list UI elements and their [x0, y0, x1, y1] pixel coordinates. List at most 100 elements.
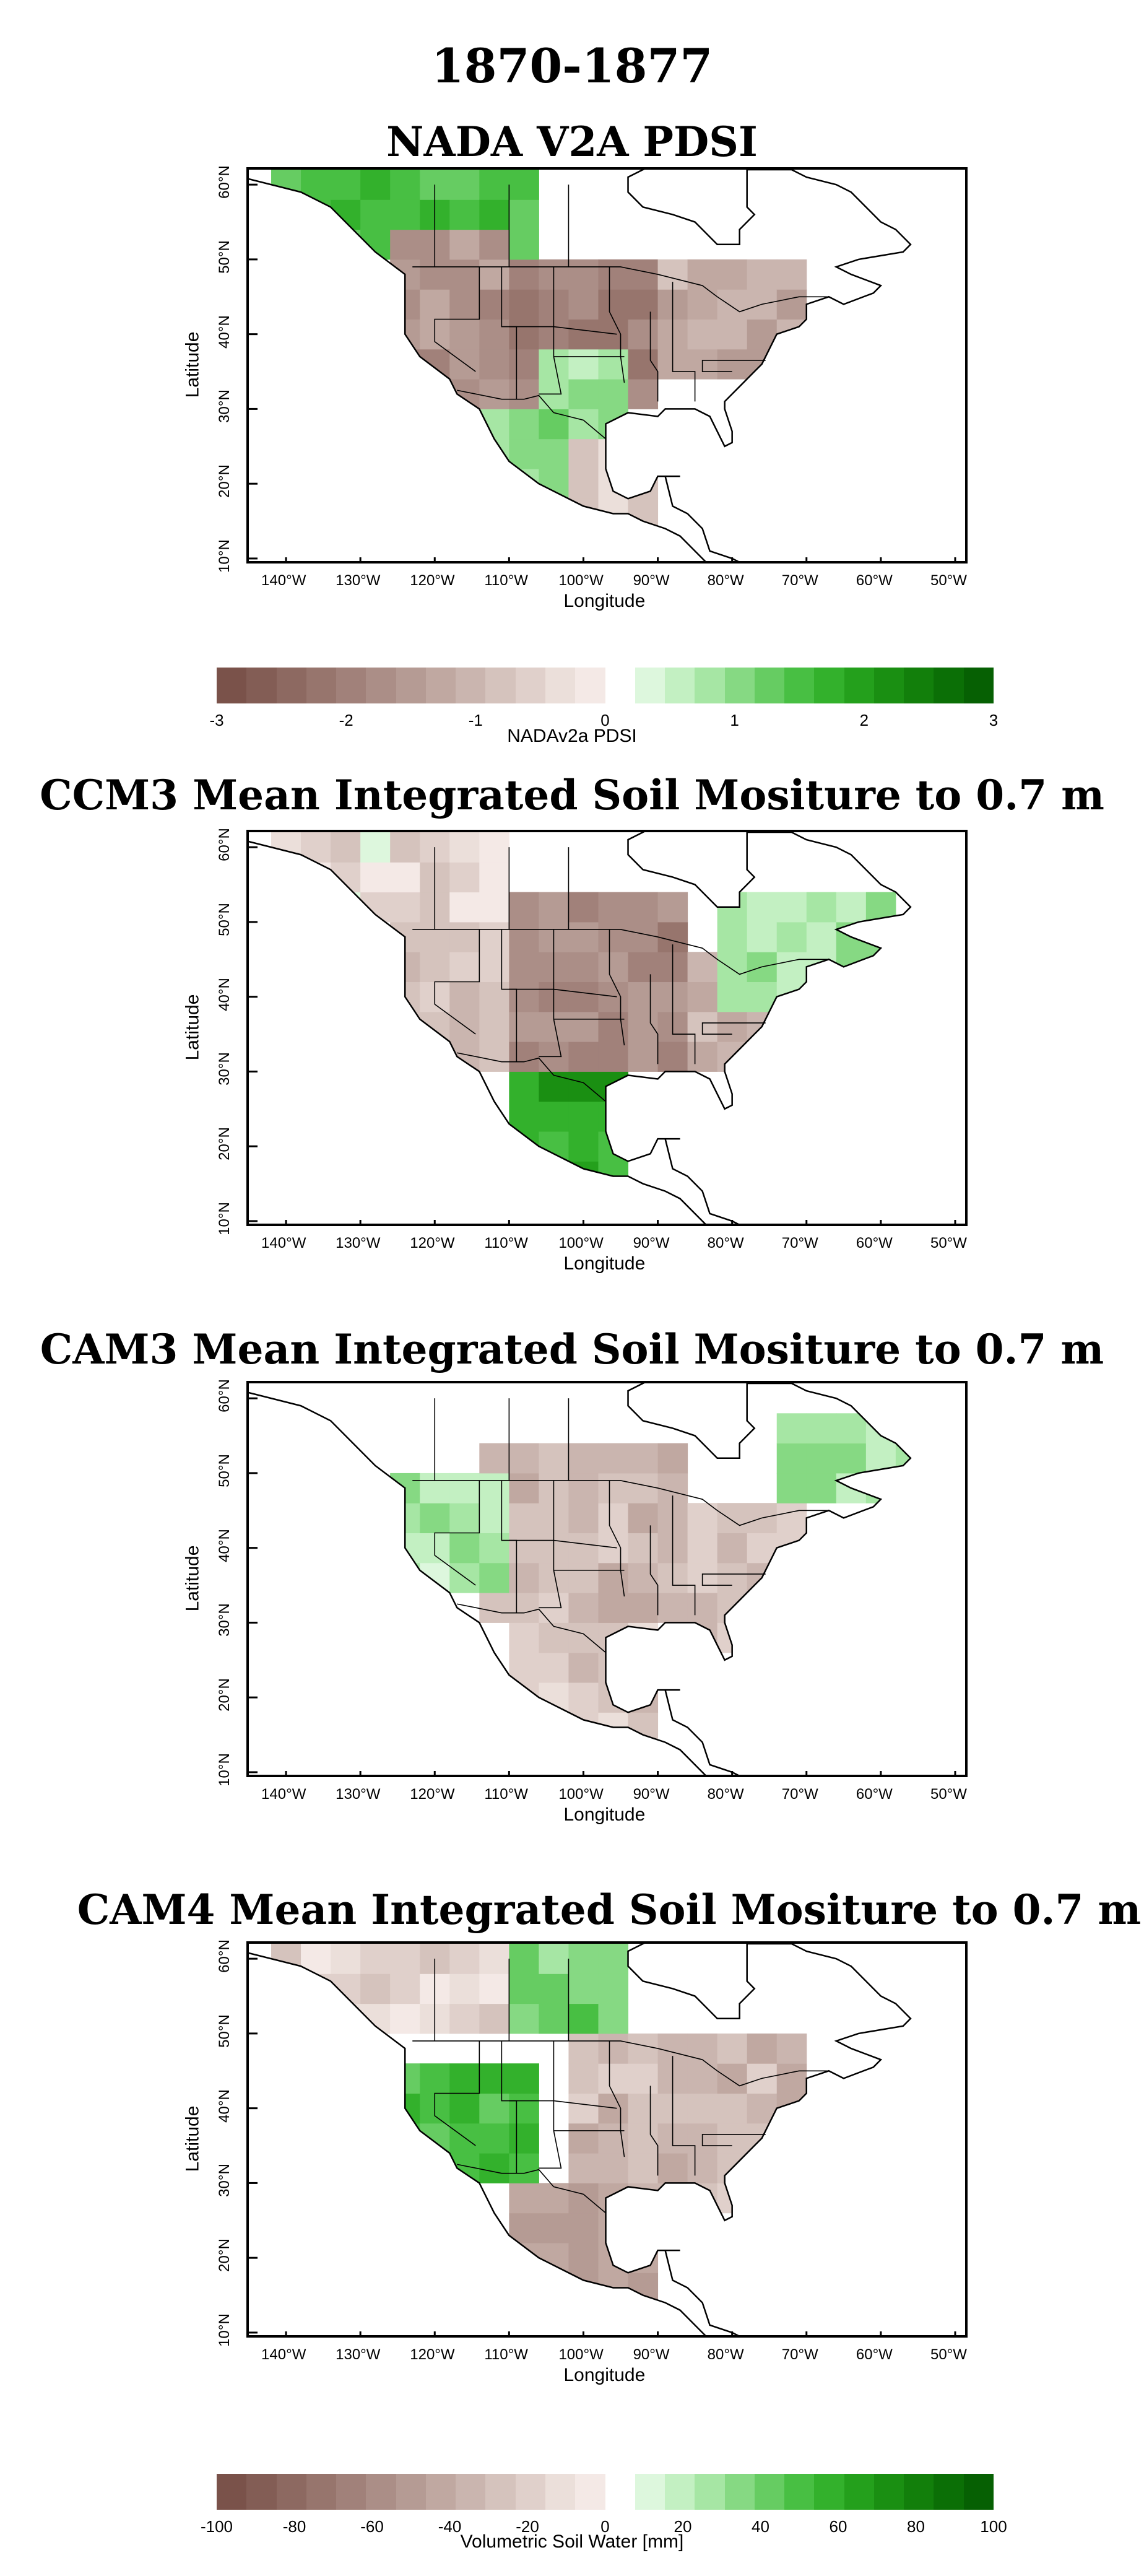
lon-tick-label: 130°W: [336, 1786, 381, 1803]
heatmap-cell: [568, 1042, 599, 1072]
panel-title: CAM3 Mean Integrated Soil Mositure to 0.…: [40, 1325, 1104, 1373]
lon-tick-label: 90°W: [633, 1235, 670, 1251]
heatmap-cell: [687, 952, 718, 983]
lat-tick-label: 10°N: [215, 2313, 233, 2347]
heatmap-cell: [598, 1562, 629, 1593]
lat-tick-label: 10°N: [215, 1753, 233, 1786]
map-svg: [249, 832, 956, 1224]
heatmap-cell: [598, 981, 629, 1012]
heatmap-cell: [628, 1443, 659, 1474]
political-border: [457, 2164, 607, 2214]
lon-tick-label: 130°W: [336, 572, 381, 589]
lat-tick-label: 60°N: [215, 828, 233, 861]
soil-colorbar: [217, 2474, 994, 2510]
heatmap-cell: [539, 2273, 569, 2304]
colorbar-cell: [336, 668, 366, 703]
heatmap-cell: [568, 2153, 599, 2183]
heatmap-cell: [598, 1944, 629, 1974]
lat-tick-label: 60°N: [215, 1939, 233, 1973]
heatmap-cell: [598, 1101, 629, 1132]
heatmap-cell: [449, 2003, 480, 2034]
heatmap-cell: [836, 1413, 867, 1444]
heatmap-cell: [539, 409, 569, 440]
heatmap-cell: [717, 289, 748, 320]
political-border: [609, 266, 625, 383]
heatmap-cell: [687, 981, 718, 1012]
heatmap-cell: [657, 2153, 688, 2183]
colorbar-cell: [485, 668, 516, 703]
heatmap-cell: [628, 1473, 659, 1503]
heatmap-cell: [776, 1562, 807, 1593]
heatmap-cell: [539, 1443, 569, 1474]
heatmap-cell: [568, 1652, 599, 1683]
heatmap-cell: [717, 2123, 748, 2154]
colorbar-cell: [784, 668, 815, 703]
heatmap-cell: [717, 2063, 748, 2094]
x-axis-label: Longitude: [563, 591, 646, 611]
colorbar-tick-label: 0: [600, 2517, 610, 2536]
heatmap-cell: [568, 2033, 599, 2064]
heatmap-cell: [628, 2123, 659, 2154]
heatmap-cell: [568, 1503, 599, 1534]
heatmap-cell: [687, 259, 718, 290]
colorbar-cell: [695, 668, 726, 703]
heatmap-cell: [479, 319, 509, 350]
political-border: [539, 929, 562, 1058]
map-svg: [249, 1383, 956, 1775]
heatmap-cell: [509, 2213, 539, 2243]
heatmap-cell: [479, 199, 509, 230]
heatmap-cell: [390, 1944, 420, 1974]
heatmap-cell: [509, 1944, 539, 1974]
heatmap-cell: [568, 2003, 599, 2034]
lon-tick-label: 110°W: [484, 2346, 528, 2363]
heatmap-cell: [568, 1161, 599, 1192]
heatmap-cell: [360, 1944, 391, 1974]
heatmap-cell: [836, 981, 867, 1012]
lat-tick-label: 10°N: [215, 539, 233, 573]
heatmap-cell: [687, 1533, 718, 1564]
heatmap-cell: [509, 2063, 539, 2094]
heatmap-cell: [568, 1131, 599, 1162]
heatmap-cell: [539, 469, 569, 499]
heatmap-cell: [568, 1682, 599, 1713]
heatmap-cell: [598, 1042, 629, 1072]
lon-tick-label: 60°W: [856, 2346, 893, 2363]
political-border: [672, 282, 696, 402]
colorbar-cell: [575, 668, 605, 703]
heatmap-cell: [360, 170, 391, 200]
heatmap-cell: [717, 1503, 748, 1534]
heatmap-cell: [568, 2273, 599, 2304]
heatmap-cell: [747, 1622, 778, 1653]
heatmap-cell: [301, 892, 331, 923]
heatmap-cell: [539, 2003, 569, 2034]
heatmap-cell: [568, 409, 599, 440]
heatmap-cell: [687, 2063, 718, 2094]
political-border: [701, 360, 766, 372]
heatmap-cell: [776, 259, 807, 290]
heatmap-cell: [509, 1443, 539, 1474]
heatmap-cell: [449, 1533, 480, 1564]
political-border: [412, 266, 829, 313]
political-border: [457, 1052, 607, 1102]
colorbar-cell: [425, 668, 456, 703]
lat-tick-label: 30°N: [215, 1052, 233, 1086]
heatmap-cell: [747, 921, 778, 952]
heatmap-cell: [331, 1973, 361, 2004]
heatmap-cell: [449, 952, 480, 983]
heatmap-cell: [895, 1413, 911, 1444]
colorbar-cell: [306, 668, 337, 703]
heatmap-cell: [390, 379, 420, 409]
heatmap-cell: [301, 2003, 331, 2034]
colorbar-cell: [605, 668, 636, 703]
lon-tick-label: 120°W: [410, 1786, 455, 1803]
heatmap-cell: [479, 952, 509, 983]
heatmap-cell: [568, 1622, 599, 1653]
heatmap-cell: [687, 1503, 718, 1534]
heatmap-cell: [628, 349, 659, 380]
colorbar-tick-label: -100: [200, 2517, 233, 2536]
x-axis-label: Longitude: [563, 1804, 646, 1825]
heatmap-cell: [628, 2063, 659, 2094]
lon-tick-label: 70°W: [781, 572, 818, 589]
heatmap-cell: [390, 349, 420, 380]
colorbar-tick-label: 20: [674, 2517, 692, 2536]
